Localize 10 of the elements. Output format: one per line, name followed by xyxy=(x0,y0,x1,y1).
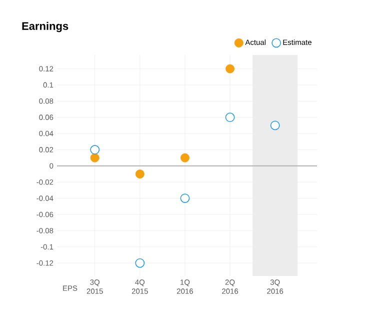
point xyxy=(90,153,100,162)
chart-title: Earnings xyxy=(22,22,68,32)
point xyxy=(225,112,235,122)
point xyxy=(135,258,145,268)
point xyxy=(180,153,190,162)
point xyxy=(135,170,144,178)
point xyxy=(90,145,100,154)
point xyxy=(270,120,280,130)
point xyxy=(226,64,235,74)
point xyxy=(180,194,190,203)
